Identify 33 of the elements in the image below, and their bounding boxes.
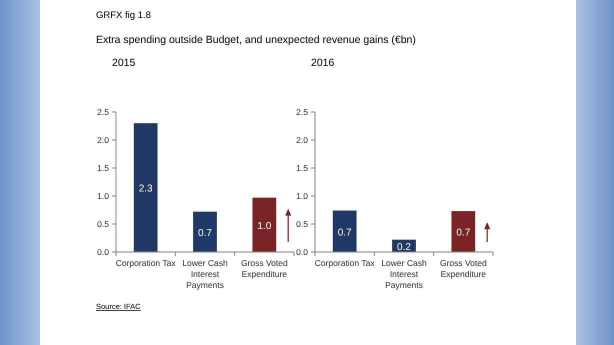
x-tick-label: Gross Voted Expenditure <box>240 258 288 279</box>
y-tick-label: 0.5 <box>296 219 308 229</box>
y-tick-label: 1.0 <box>97 191 110 201</box>
bar <box>193 212 217 252</box>
bar <box>451 211 476 252</box>
data-label: 0.2 <box>397 242 412 253</box>
text: GRFX fig 1.8 <box>96 10 151 21</box>
x-tick-label: Lower Cash Interest Payments <box>182 258 228 290</box>
y-tick-label: 1.5 <box>97 163 110 173</box>
y-tick-label: 0.5 <box>97 219 110 229</box>
bar <box>134 123 158 252</box>
chart-title: 2015 <box>112 57 136 69</box>
y-tick-label: 0.0 <box>296 247 308 257</box>
y-tick-label: 2.0 <box>97 135 110 145</box>
text: Extra spending outside Budget, and unexpected revenue gains (€bn) <box>96 34 416 46</box>
chart-title: 2016 <box>311 57 335 69</box>
data-label: 2.3 <box>138 184 154 195</box>
y-tick-label: 1.5 <box>296 163 308 173</box>
data-label: 1.0 <box>257 220 272 232</box>
y-tick-label: 2.5 <box>296 107 308 117</box>
x-tick-label: Lower Cash Interest Payments <box>381 258 427 290</box>
y-tick-label: 1.0 <box>296 191 308 201</box>
data-label: 0.7 <box>198 228 212 239</box>
x-tick-label: Corporation Tax <box>314 258 376 268</box>
bar <box>332 210 357 252</box>
data-label: 0.7 <box>338 227 352 238</box>
y-tick-label: 0.0 <box>97 247 110 257</box>
x-tick-label: Corporation Tax <box>116 258 176 268</box>
x-tick-label: Gross Voted Expenditure <box>440 258 487 279</box>
bar <box>252 198 276 252</box>
data-label: 0.7 <box>456 228 471 239</box>
y-tick-label: 2.5 <box>97 107 110 117</box>
y-tick-label: 2.0 <box>296 135 308 145</box>
